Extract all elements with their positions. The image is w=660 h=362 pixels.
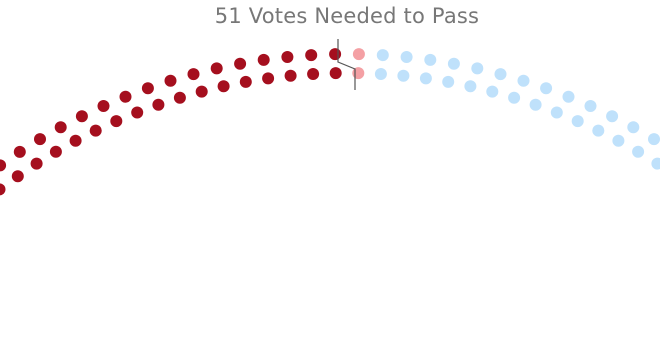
seat-ld xyxy=(606,110,619,123)
seat-ld xyxy=(584,100,597,112)
seat-ld xyxy=(464,80,477,93)
seat-r xyxy=(257,53,270,66)
seat-ld xyxy=(648,133,660,146)
seat-r xyxy=(329,48,342,61)
seat-ld xyxy=(442,75,455,88)
seat-r xyxy=(173,91,186,104)
seat-ld xyxy=(508,91,521,104)
seat-r xyxy=(54,121,67,134)
seat-ld xyxy=(494,68,507,81)
seat-ld xyxy=(612,134,625,147)
seat-ld xyxy=(529,98,542,111)
seat-r xyxy=(187,68,200,81)
seat-r xyxy=(262,72,275,85)
seat-r xyxy=(281,51,294,63)
seat-r xyxy=(119,90,132,103)
seat-r xyxy=(234,57,247,70)
seat-r xyxy=(152,98,165,111)
seat-ld xyxy=(632,145,645,158)
seat-ld xyxy=(400,51,413,63)
seat-r xyxy=(217,80,230,93)
seat-ld xyxy=(517,74,530,87)
seat-ld xyxy=(592,124,605,137)
threshold-label: 51 Votes Needed to Pass xyxy=(214,4,480,28)
seat-ld xyxy=(562,90,575,103)
seat-ld xyxy=(486,85,499,98)
seat-ld xyxy=(424,53,437,66)
seat-r xyxy=(131,106,144,119)
seat-ld xyxy=(540,82,553,95)
seat-r xyxy=(0,159,7,172)
seat-ld xyxy=(376,49,389,62)
seat-ld xyxy=(447,57,460,70)
seat-r xyxy=(13,145,26,158)
seat-lr xyxy=(352,48,365,61)
seat-r xyxy=(30,157,43,170)
seat-r xyxy=(164,74,177,87)
seat-r xyxy=(329,67,342,80)
seat-r xyxy=(210,62,223,75)
seat-r xyxy=(141,82,154,95)
seat-ld xyxy=(651,157,660,170)
seat-r xyxy=(49,145,62,158)
seat-r xyxy=(239,75,252,88)
seat-r xyxy=(284,69,297,82)
seat-r xyxy=(34,133,46,146)
seat-r xyxy=(75,110,88,123)
seat-r xyxy=(89,124,102,137)
seat-r xyxy=(69,134,82,147)
seat-ld xyxy=(471,62,484,75)
seat-r xyxy=(11,170,24,183)
seat-ld xyxy=(627,121,640,134)
seat-r xyxy=(97,100,110,112)
seat-ld xyxy=(374,68,387,80)
seat-ld xyxy=(419,72,432,85)
threshold-marker xyxy=(337,39,356,90)
seat-r xyxy=(305,49,318,62)
seat-r xyxy=(307,68,320,80)
seat-ld xyxy=(571,115,584,128)
seat-r xyxy=(110,115,123,128)
seat-r xyxy=(195,85,208,98)
seat-ld xyxy=(397,69,410,82)
seat-r xyxy=(0,183,6,196)
seat-ld xyxy=(550,106,563,119)
